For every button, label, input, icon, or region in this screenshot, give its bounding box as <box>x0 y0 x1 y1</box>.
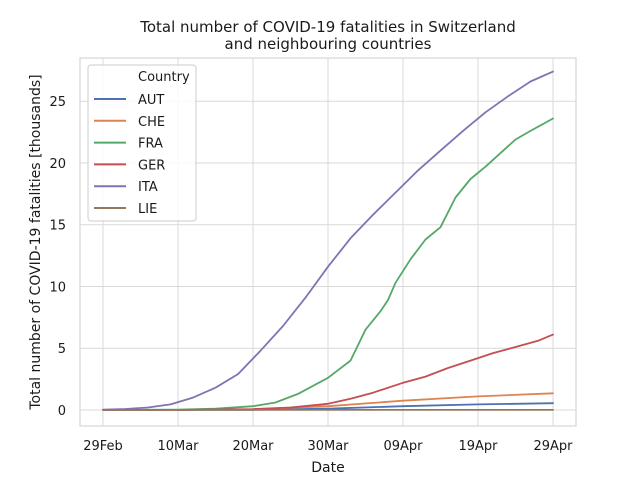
y-tick-label: 15 <box>49 219 66 234</box>
x-tick-label: 20Mar <box>232 439 274 454</box>
legend: Country AUT CHE FRA GER ITA LIE <box>87 64 197 222</box>
legend-label-lie: LIE <box>138 202 157 217</box>
series-line-fra <box>102 117 554 411</box>
legend-label-fra: FRA <box>138 137 163 152</box>
y-tick-label: 0 <box>58 404 66 419</box>
legend-box <box>87 64 197 222</box>
legend-label-ger: GER <box>138 158 165 173</box>
legend-label-aut: AUT <box>138 93 164 108</box>
legend-title: Country <box>138 70 190 85</box>
tick-labels: 29Feb 10Mar 20Mar 30Mar 09Apr 19Apr 29Apr 0 5 10 1… <box>49 95 573 454</box>
chart-title-line-1: Total number of COVID-19 fatalities in S… <box>139 18 516 36</box>
legend-label-che: CHE <box>138 115 165 130</box>
y-axis-label: Total number of COVID-19 fatalities [tho… <box>28 74 44 410</box>
x-tick-label: 30Mar <box>307 439 349 454</box>
legend-label-ita: ITA <box>138 180 158 195</box>
x-axis-label: Date <box>311 460 344 476</box>
y-tick-label: 10 <box>49 280 66 295</box>
chart-title-line-2: and neighbouring countries <box>225 35 432 53</box>
x-tick-label: 29Feb <box>83 439 123 454</box>
x-tick-label: 10Mar <box>157 439 199 454</box>
y-tick-label: 5 <box>58 342 66 357</box>
y-tick-label: 25 <box>49 95 66 110</box>
y-tick-label: 20 <box>49 157 66 172</box>
series-line-ita <box>102 70 554 411</box>
x-tick-label: 09Apr <box>383 439 423 454</box>
series-lines <box>102 70 554 411</box>
x-tick-label: 19Apr <box>458 439 498 454</box>
series-line-ger <box>102 333 554 411</box>
x-tick-label: 29Apr <box>533 439 573 454</box>
